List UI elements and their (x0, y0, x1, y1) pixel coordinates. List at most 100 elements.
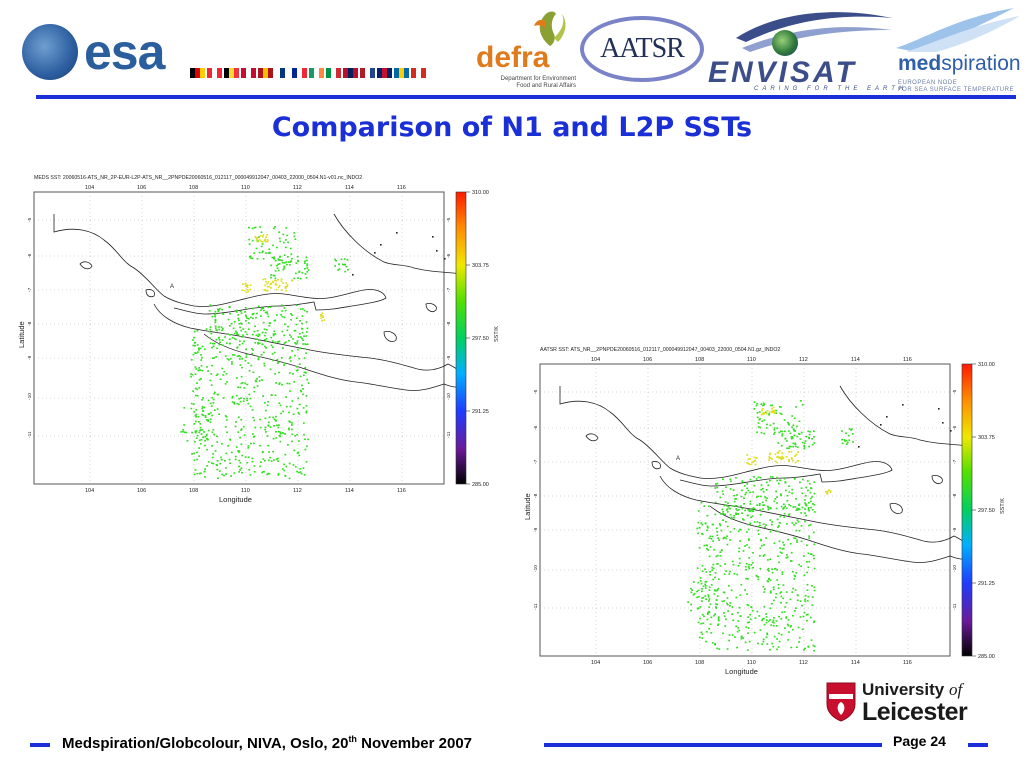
sst-data-point (746, 621, 749, 624)
sst-data-point (253, 226, 256, 229)
sst-data-point (216, 460, 219, 462)
sst-data-point (277, 361, 280, 363)
flag-icon (394, 68, 409, 78)
sst-data-point (779, 405, 781, 408)
sst-data-point (788, 513, 791, 515)
sst-data-point (277, 269, 280, 272)
sst-data-point (761, 643, 764, 646)
sst-data-point (270, 394, 273, 396)
sst-data-point (769, 424, 772, 427)
sst-data-point (288, 411, 290, 414)
sst-data-point (200, 378, 202, 380)
sst-data-point (719, 565, 722, 567)
sst-data-point (259, 315, 262, 317)
sst-data-point (790, 450, 793, 453)
flag-icon (224, 68, 239, 78)
coastline (79, 261, 93, 270)
sst-data-point (804, 520, 806, 523)
sst-data-point (701, 590, 703, 593)
sst-data-point (221, 367, 224, 370)
sst-data-point (264, 338, 266, 341)
sst-data-point (707, 611, 709, 614)
sst-data-point (265, 347, 267, 349)
sst-data-point (263, 345, 266, 348)
sst-data-point (780, 413, 783, 416)
sst-data-point (199, 442, 202, 445)
sst-data-point (801, 628, 804, 631)
sst-data-point (710, 632, 713, 634)
sst-data-point (725, 509, 728, 511)
sst-data-point (248, 370, 251, 372)
sst-data-point (791, 458, 793, 460)
sst-data-point (773, 411, 776, 413)
sst-data-point (785, 440, 788, 442)
y-tick-label-left: -7 (27, 287, 33, 292)
sst-data-point (813, 645, 816, 648)
sst-data-point (245, 315, 248, 318)
sst-data-point (214, 321, 217, 324)
sst-data-point (235, 311, 238, 313)
sst-data-point (301, 322, 303, 325)
sst-data-point (289, 360, 292, 362)
sst-data-point (802, 555, 805, 557)
y-tick-label-right: -7 (446, 287, 452, 292)
sst-data-point (841, 442, 844, 445)
sst-data-point (747, 604, 750, 607)
sst-data-point (762, 402, 765, 405)
sst-data-point (768, 414, 771, 416)
sst-data-point (216, 464, 218, 467)
sst-data-point (746, 649, 749, 651)
sst-data-point (281, 468, 284, 470)
sst-data-point (285, 282, 287, 284)
sst-data-point (769, 591, 772, 594)
sst-data-point (795, 572, 798, 574)
sst-data-point (789, 542, 792, 545)
sst-data-point (811, 503, 814, 505)
sst-data-point (205, 434, 208, 437)
sst-data-point (803, 446, 806, 448)
sst-data-point (773, 412, 776, 415)
sst-data-point (761, 487, 764, 490)
sst-data-point (811, 509, 814, 511)
sst-data-point (275, 246, 278, 249)
sst-data-point (209, 326, 212, 328)
sst-data-point (241, 358, 244, 360)
sst-data-point (707, 594, 710, 596)
sst-data-point (803, 444, 806, 447)
sst-data-point (715, 599, 718, 601)
sst-data-point (283, 307, 286, 309)
sst-data-point (257, 305, 260, 308)
sst-data-point (237, 317, 240, 320)
sst-data-point (227, 333, 229, 335)
sst-data-point (776, 427, 779, 430)
sst-data-point (304, 371, 307, 374)
sst-data-point (759, 514, 762, 516)
sst-data-point (761, 409, 764, 412)
sst-data-point (760, 538, 763, 541)
coastline (931, 475, 943, 484)
sst-data-point (761, 420, 764, 423)
sst-data-point (186, 440, 189, 442)
sst-data-point (266, 240, 269, 243)
sst-data-point (203, 470, 206, 473)
leicester-line-1: University of (862, 680, 963, 699)
y-tick-label-right: -8 (446, 321, 452, 326)
sst-data-point (780, 445, 783, 447)
coastline (559, 386, 893, 487)
sst-data-point (237, 451, 240, 453)
sst-data-point (813, 621, 815, 624)
sst-data-point (305, 395, 308, 397)
sst-data-point (288, 462, 291, 465)
sst-data-point (712, 578, 715, 581)
sst-data-point (780, 595, 783, 598)
sst-data-point (192, 390, 194, 392)
sst-data-point (235, 377, 238, 379)
sst-data-point (800, 431, 803, 434)
sst-data-point (724, 563, 726, 565)
sst-data-point (265, 280, 267, 283)
sst-data-point (809, 553, 812, 555)
sst-data-point (262, 351, 265, 354)
flag-icon (190, 68, 205, 78)
sst-data-point (216, 408, 219, 410)
sst-data-point (760, 488, 763, 491)
